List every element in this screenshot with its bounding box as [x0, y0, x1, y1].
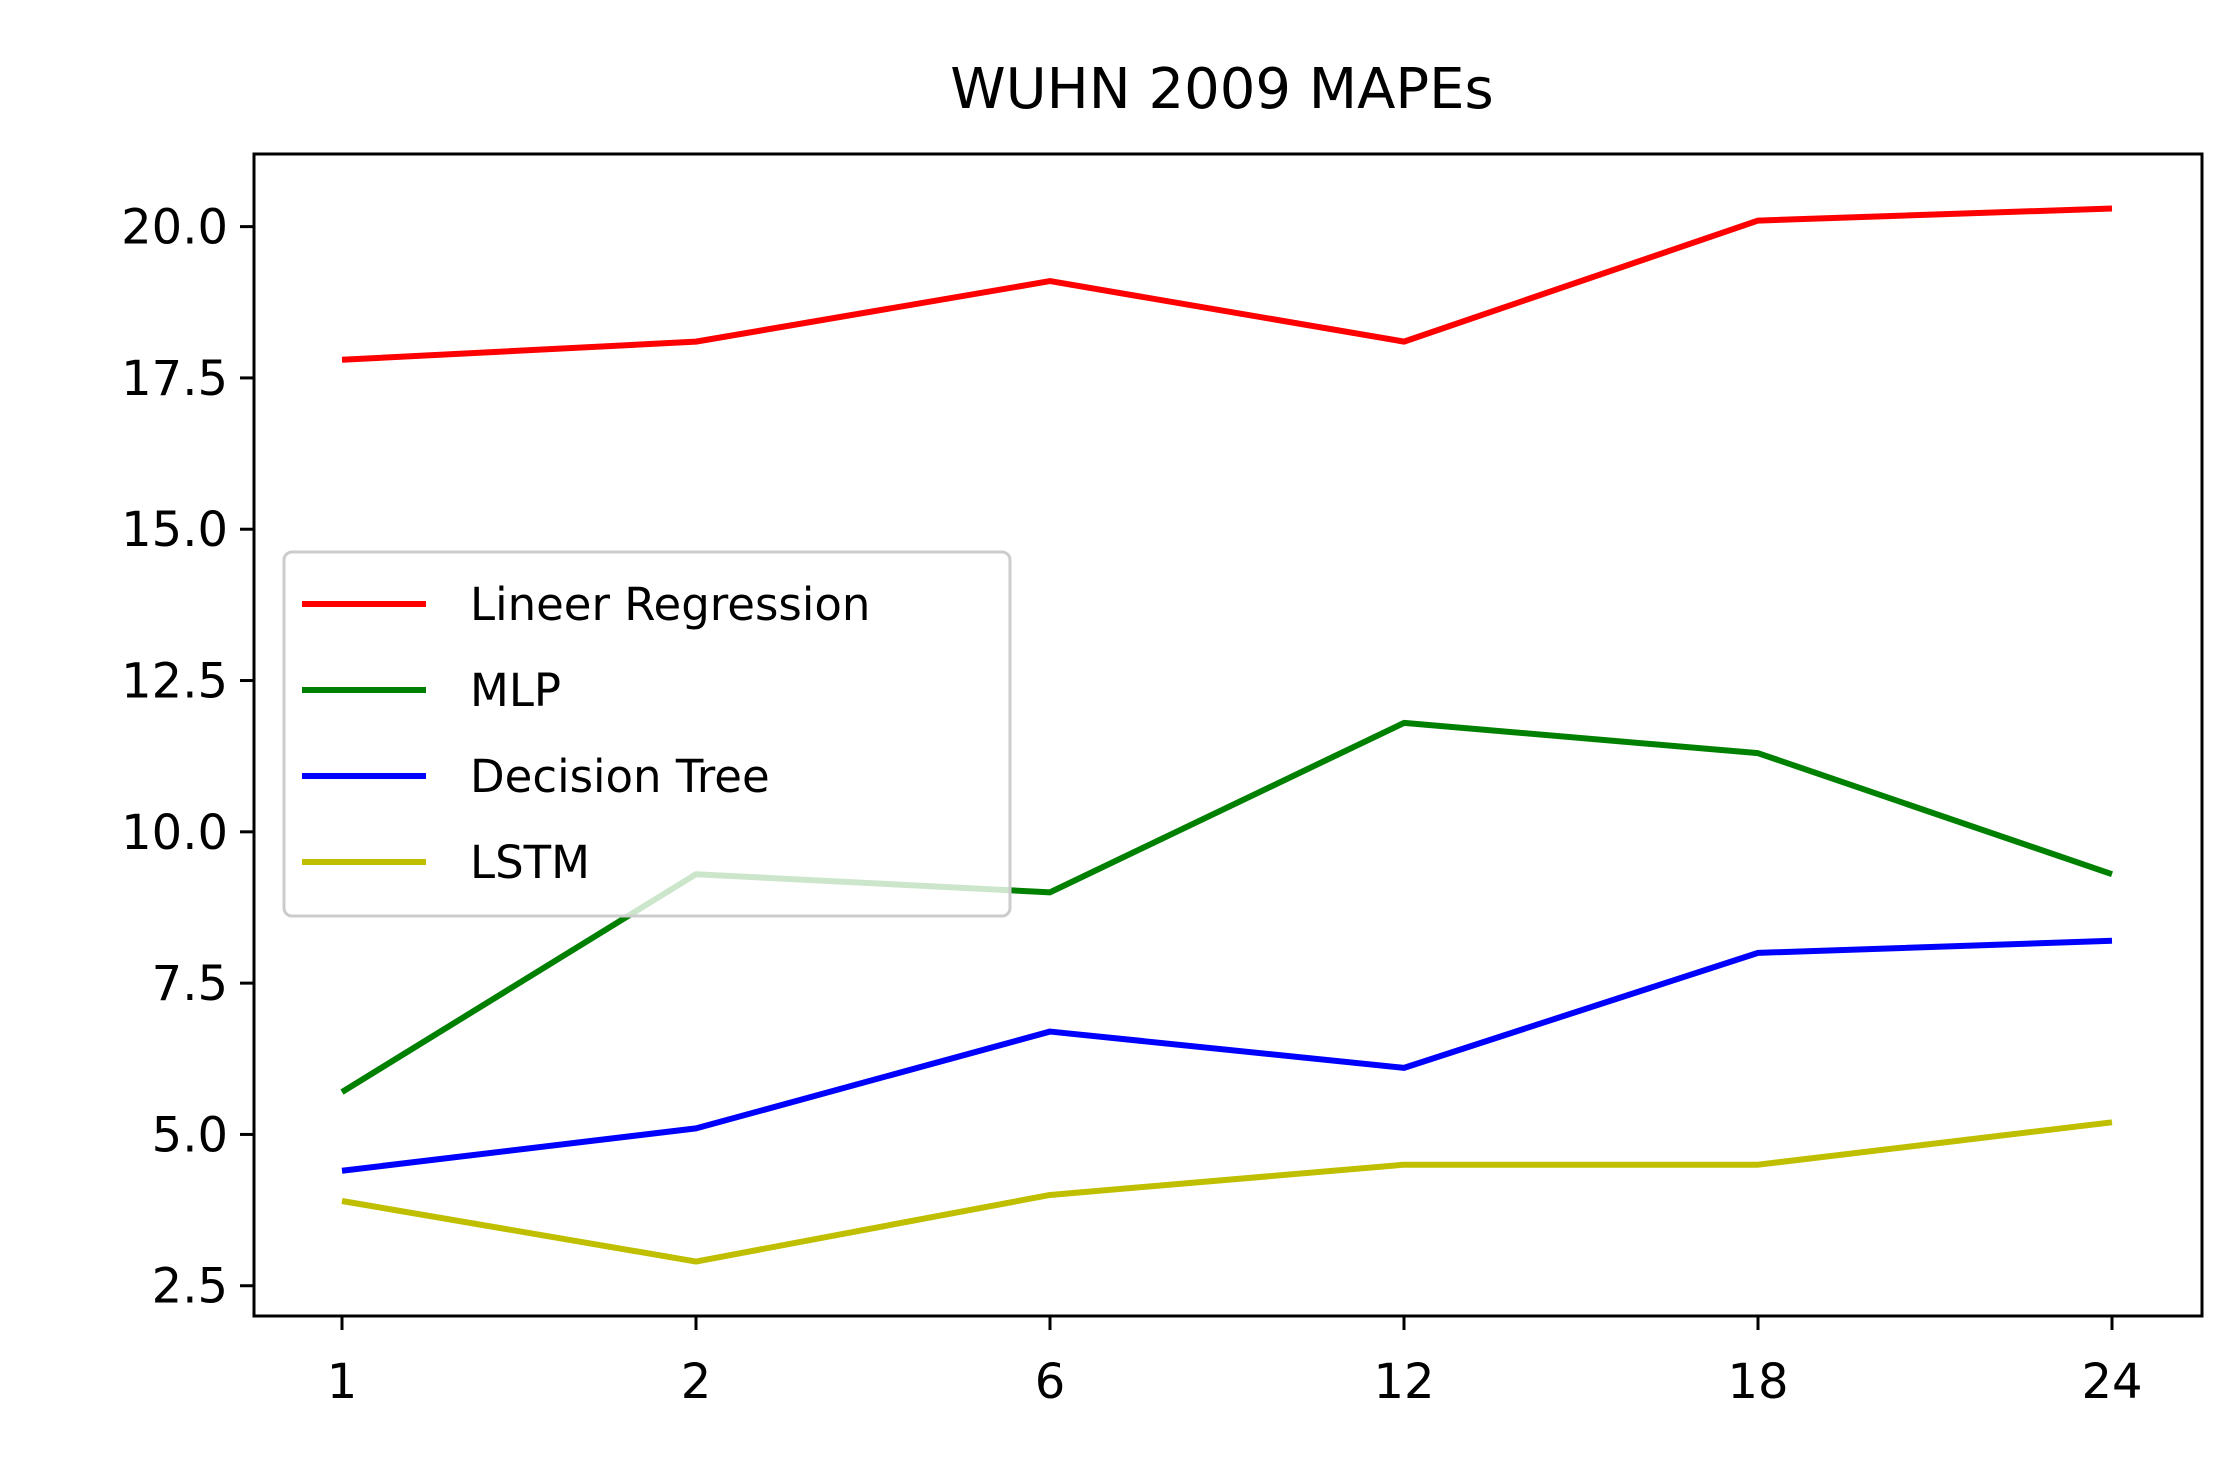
legend: Lineer Regression MLP Decision Tree LSTM: [282, 550, 1012, 918]
x-tick-label: 6: [1035, 1354, 1066, 1410]
y-tick-label: 20.0: [121, 200, 228, 256]
y-tick-label: 10.0: [121, 805, 228, 861]
x-tick-label: 18: [1727, 1354, 1788, 1410]
y-tick-label: 12.5: [121, 654, 228, 710]
y-tick-label: 2.5: [152, 1259, 228, 1315]
y-tick-label: 7.5: [152, 956, 228, 1012]
series-line-2: [341, 937, 2113, 1174]
x-tick-label: 12: [1373, 1354, 1434, 1410]
y-tick-label: 17.5: [121, 351, 228, 407]
series-line-0: [341, 205, 2113, 363]
y-tick-label: 5.0: [152, 1107, 228, 1163]
plot-frame: [252, 152, 2204, 1318]
legend-label: LSTM: [470, 836, 590, 889]
series-line-3: [341, 1119, 2113, 1265]
chart-title: WUHN 2009 MAPEs: [950, 57, 1493, 122]
y-tick-label: 15.0: [121, 502, 228, 558]
x-tick-label: 24: [2081, 1354, 2142, 1410]
legend-label: MLP: [470, 664, 561, 717]
x-tick-label: 2: [681, 1354, 712, 1410]
x-tick-label: 1: [327, 1354, 358, 1410]
legend-label: Decision Tree: [470, 750, 770, 803]
x-axis: 1 2 6 12 18 24: [327, 1316, 2143, 1410]
legend-frame: [282, 550, 1012, 918]
y-axis: 2.5 5.0 7.5 10.0 12.5 15.0 17.5 20.0: [121, 200, 254, 1315]
legend-label: Lineer Regression: [470, 578, 870, 631]
